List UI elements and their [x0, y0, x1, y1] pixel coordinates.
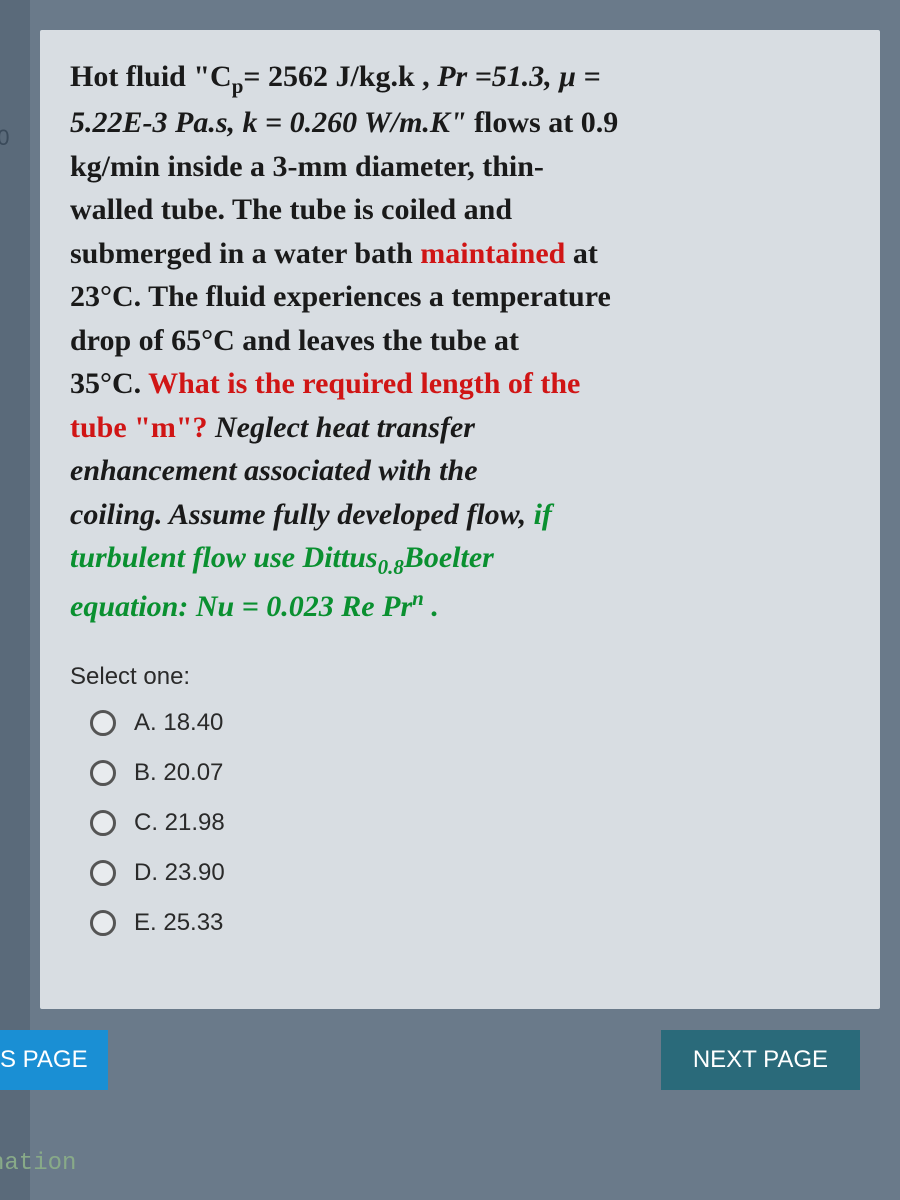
option-d[interactable]: D. 23.90 — [90, 859, 850, 887]
option-d-label: D. 23.90 — [134, 859, 225, 887]
radio-c[interactable] — [90, 810, 116, 836]
radio-a[interactable] — [90, 710, 116, 736]
next-page-button[interactable]: NEXT PAGE — [661, 1030, 860, 1090]
radio-b[interactable] — [90, 760, 116, 786]
screen-edge — [0, 0, 30, 1200]
option-c-label: C. 21.98 — [134, 809, 225, 837]
select-one-label: Select one: — [70, 663, 850, 691]
radio-d[interactable] — [90, 860, 116, 886]
partial-bottom-text: nation — [0, 1150, 76, 1177]
option-b-label: B. 20.07 — [134, 759, 223, 787]
partial-left-text: 00 — [0, 125, 9, 151]
option-e[interactable]: E. 25.33 — [90, 909, 850, 937]
option-a-label: A. 18.40 — [134, 709, 223, 737]
radio-e[interactable] — [90, 910, 116, 936]
options-group: A. 18.40 B. 20.07 C. 21.98 D. 23.90 E. 2… — [90, 709, 850, 937]
question-text: Hot fluid "Cp= 2562 J/kg.k , Pr =51.3, μ… — [70, 55, 850, 628]
option-c[interactable]: C. 21.98 — [90, 809, 850, 837]
nav-buttons: S PAGE NEXT PAGE — [0, 1030, 900, 1090]
option-b[interactable]: B. 20.07 — [90, 759, 850, 787]
question-card: Hot fluid "Cp= 2562 J/kg.k , Pr =51.3, μ… — [40, 30, 880, 1009]
previous-page-button[interactable]: S PAGE — [0, 1030, 108, 1090]
option-a[interactable]: A. 18.40 — [90, 709, 850, 737]
option-e-label: E. 25.33 — [134, 909, 223, 937]
